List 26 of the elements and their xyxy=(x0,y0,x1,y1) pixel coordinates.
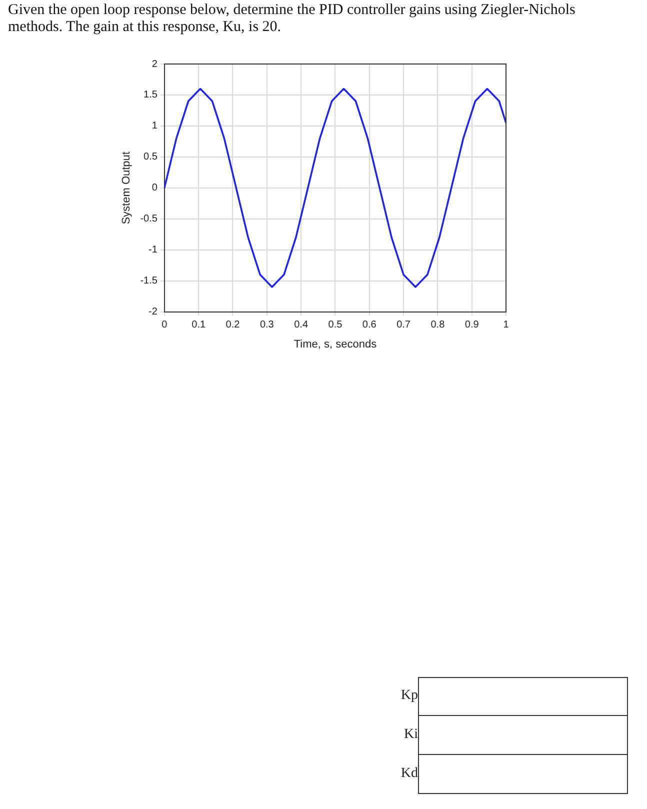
x-tick-label: 0.4 xyxy=(294,320,308,331)
text: Ki xyxy=(403,727,418,743)
y-tick-label: -0.5 xyxy=(140,214,158,225)
y-tick-label: 1.5 xyxy=(144,90,158,101)
x-tick-label: 0 xyxy=(162,320,168,331)
x-tick-label: 1 xyxy=(503,320,510,331)
x-tick-label: 0.5 xyxy=(328,320,343,331)
y-tick-label: 1 xyxy=(152,120,158,132)
y-axis-title: System Output xyxy=(120,152,133,224)
x-tick-label: 0.1 xyxy=(192,320,206,331)
x-tick-label: 0.9 xyxy=(464,320,480,331)
text: Kp xyxy=(400,688,418,704)
x-axis-title: Time, s, seconds xyxy=(294,338,378,350)
y-tick-label: -1 xyxy=(148,244,158,256)
text: Kd xyxy=(400,766,418,782)
x-tick-label: 0.8 xyxy=(430,320,446,331)
y-tick-label: 2 xyxy=(152,58,158,70)
y-tick-label: -1.5 xyxy=(140,276,158,287)
y-tick-label: -2 xyxy=(148,306,158,318)
y-tick-label: 0 xyxy=(152,182,158,194)
chart-title: Given the open loop response below, determine the PID controller gains using Ziegler-Nichols methods. The gain at this response, Ku, is 20. xyxy=(8,2,576,36)
x-tick-label: 0.7 xyxy=(396,320,411,331)
x-tick-label: 0.3 xyxy=(260,320,274,331)
x-tick-label: 0.2 xyxy=(226,320,240,331)
x-tick-label: 0.6 xyxy=(362,320,377,331)
y-tick-label: 0.5 xyxy=(144,152,158,163)
